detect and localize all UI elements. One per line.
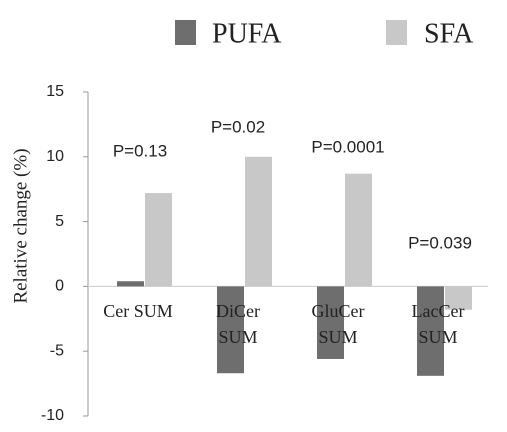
y-tick-label: 5 — [55, 213, 64, 230]
bar — [445, 286, 472, 310]
x-tick-label: Cer SUM — [103, 301, 173, 321]
legend-swatch — [175, 20, 196, 45]
y-tick-label: -5 — [50, 342, 64, 359]
bar — [317, 286, 344, 359]
x-tick-label: GluCer SUM — [312, 301, 365, 347]
y-tick-label: 10 — [46, 148, 64, 165]
legend-label: SFA — [424, 18, 474, 49]
annotation: P=0.039 — [408, 233, 472, 252]
y-tick-label: 0 — [55, 278, 64, 295]
legend-swatch — [386, 20, 407, 45]
bar — [245, 156, 272, 287]
annotation: P=0.02 — [211, 117, 265, 136]
y-axis-label: Relative change (%) — [10, 148, 31, 303]
y-tick-label: -10 — [41, 407, 64, 424]
bar — [117, 281, 144, 287]
x-tick-label: DiCer SUM — [216, 301, 260, 347]
bar — [417, 286, 444, 376]
x-tick-label: LacCer SUM — [412, 301, 465, 347]
annotation: P=0.13 — [113, 141, 167, 160]
legend-label: PUFA — [212, 18, 282, 49]
bar — [217, 286, 244, 374]
bar — [145, 193, 172, 287]
annotation: P=0.0001 — [311, 137, 384, 156]
bar — [345, 173, 372, 287]
y-tick-label: 15 — [46, 83, 64, 100]
